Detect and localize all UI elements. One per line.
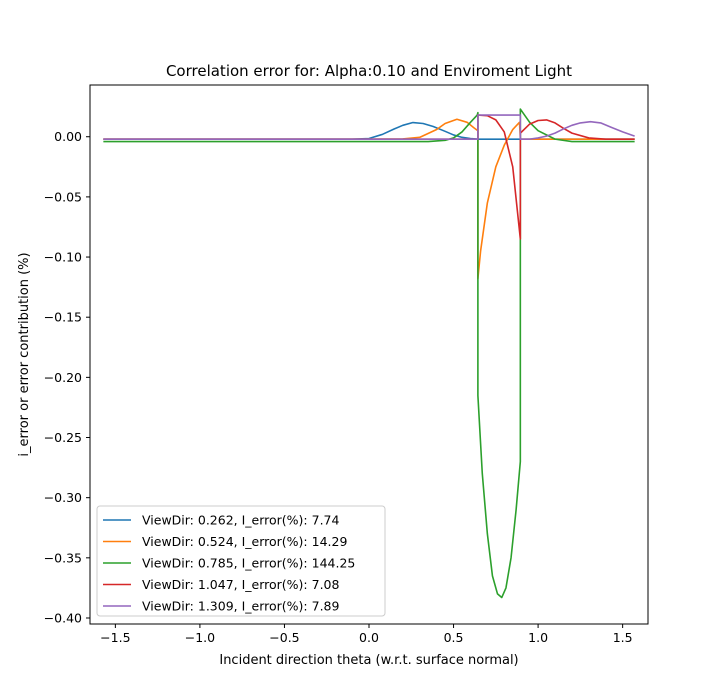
y-tick-label: 0.00 — [54, 129, 82, 144]
legend-label-2: ViewDir: 0.524, I_error(%): 14.29 — [142, 534, 347, 549]
legend-label-1: ViewDir: 0.262, I_error(%): 7.74 — [142, 513, 339, 528]
y-tick-label: −0.15 — [44, 310, 82, 325]
x-axis-label: Incident direction theta (w.r.t. surface… — [219, 653, 518, 668]
series-line-5 — [103, 114, 635, 140]
x-tick-label: 1.0 — [528, 630, 548, 645]
x-tick-label: 1.5 — [613, 630, 633, 645]
x-tick-label: −1.0 — [185, 630, 215, 645]
legend-box — [96, 505, 386, 617]
legend-label-5: ViewDir: 1.309, I_error(%): 7.89 — [142, 599, 339, 614]
x-axis: −1.5 −1.0 −0.5 0.0 0.5 1.0 1.5 — [100, 624, 633, 645]
y-tick-label: −0.25 — [44, 430, 82, 445]
y-tick-label: −0.05 — [44, 189, 82, 204]
y-axis-label: i_error or error contribution (%) — [17, 252, 32, 456]
legend-label-3: ViewDir: 0.785, I_error(%): 144.25 — [142, 556, 355, 571]
legend-label-4: ViewDir: 1.047, I_error(%): 7.08 — [142, 577, 339, 592]
x-tick-label: −0.5 — [269, 630, 299, 645]
x-tick-label: −1.5 — [100, 630, 130, 645]
x-tick-label: 0.5 — [444, 630, 464, 645]
chart-title: Correlation error for: Alpha:0.10 and En… — [166, 62, 572, 80]
y-axis: 0.00 −0.05 −0.10 −0.15 −0.20 −0.25 −0.30 −0.35 −… — [44, 129, 90, 625]
legend: ViewDir: 0.262, I_error(%): 7.74 ViewDir:… — [96, 505, 386, 617]
y-tick-label: −0.20 — [44, 370, 82, 385]
y-tick-label: −0.40 — [44, 610, 82, 625]
y-tick-label: −0.10 — [44, 250, 82, 265]
y-tick-label: −0.30 — [44, 490, 82, 505]
series-layer — [103, 108, 635, 599]
x-tick-label: 0.0 — [359, 630, 379, 645]
y-tick-label: −0.35 — [44, 550, 82, 565]
